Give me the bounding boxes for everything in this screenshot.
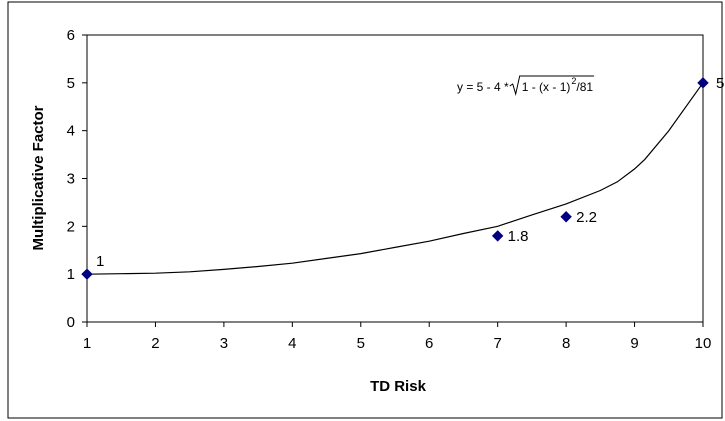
data-point-marker xyxy=(560,211,572,223)
x-tick-label: 5 xyxy=(357,335,365,352)
x-tick-label: 1 xyxy=(83,335,91,352)
equation-exponent: 2 xyxy=(571,76,576,86)
x-tick-label: 8 xyxy=(562,335,570,352)
x-tick-label: 10 xyxy=(695,335,712,352)
x-tick-label: 2 xyxy=(151,335,159,352)
equation-radicand: 1 - (x - 1) xyxy=(522,80,571,94)
equation-tail: /81 xyxy=(576,80,593,94)
data-point-label: 5 xyxy=(716,75,724,92)
points-group: 1 1.8 2.2 5 xyxy=(81,75,724,280)
chart-frame xyxy=(7,1,723,419)
x-tick-label: 9 xyxy=(630,335,638,352)
fitted-curve xyxy=(86,82,704,275)
curve-group xyxy=(86,82,704,275)
x-tick-label: 3 xyxy=(220,335,228,352)
data-point-marker xyxy=(81,268,93,280)
data-point-label: 2.2 xyxy=(576,209,597,226)
y-tick-label: 4 xyxy=(67,123,75,140)
y-tick-label: 0 xyxy=(67,314,75,331)
x-tick-label: 6 xyxy=(425,335,433,352)
x-tick-label: 7 xyxy=(493,335,501,352)
equation-annotation: y = 5 - 4 * 1 - (x - 1) 2 /81 xyxy=(457,75,595,96)
data-point-marker xyxy=(491,230,504,242)
x-tick-label: 4 xyxy=(288,335,296,352)
radical-sign xyxy=(509,75,595,96)
y-tick-label: 6 xyxy=(67,27,75,44)
y-tick-label: 2 xyxy=(67,218,75,235)
data-point-label: 1.8 xyxy=(508,228,529,245)
data-point-marker xyxy=(697,77,709,89)
equation-lhs: y = 5 - 4 * xyxy=(457,80,509,94)
y-tick-label: 5 xyxy=(67,75,75,92)
x-axis-title: TD Risk xyxy=(370,378,427,395)
data-point-label: 1 xyxy=(96,253,104,270)
y-tick-label: 1 xyxy=(67,266,75,283)
y-tick-label: 3 xyxy=(67,171,75,188)
y-axis-title: Multiplicative Factor xyxy=(30,105,47,250)
